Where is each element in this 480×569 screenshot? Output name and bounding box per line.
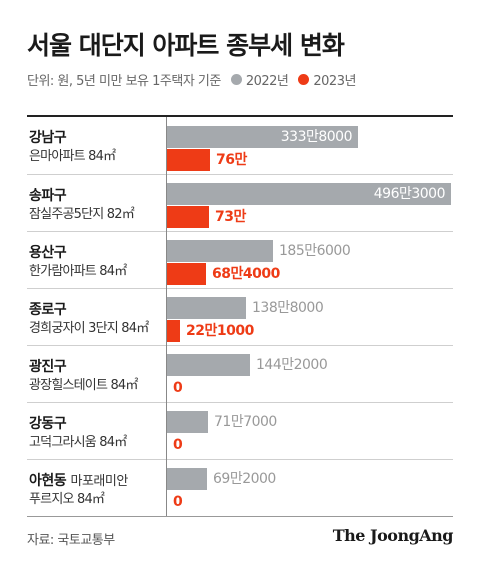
chart-top-rule [27,115,453,117]
unit-note: 단위: 원, 5년 미만 보유 1주택자 기준 [27,74,221,89]
bar-value-label: 185만6000 [279,243,351,259]
legend-swatch-2022 [230,74,242,85]
bar-value-label: 73만 [215,209,246,225]
category-district-label: 강남구 [29,130,67,146]
bar-value-label: 76만 [216,152,247,168]
category-apartment-label: 광장힐스테이트 84㎡ [29,378,138,393]
bar-value-label: 496만3000 [373,186,446,202]
bar-value-label: 0 [173,380,183,396]
category-district-label: 아현동 마포래미안 [29,473,129,489]
bar-red-2023년 [167,149,210,171]
bar-gray-2022년 [167,297,246,319]
legend-label-2023: 2023년 [313,74,356,89]
category-district-label: 광진구 [29,359,67,375]
category-district-label: 용산구 [29,245,67,261]
bar-gray-2022년 [167,411,208,433]
category-apartment-label-part: 마포래미안 [70,474,129,489]
bar-value-label: 22만1000 [186,323,254,339]
category-apartment-label: 은마아파트 84㎡ [29,149,116,164]
bar-gray-2022년 [167,468,207,490]
bar-red-2023년 [167,263,206,285]
source-note: 자료: 국토교통부 [27,533,115,548]
legend-label-2022: 2022년 [245,74,289,89]
bar-value-label: 71만7000 [214,414,277,430]
category-apartment-label: 고덕그라시움 84㎡ [29,435,127,450]
category-district-label: 송파구 [29,188,67,204]
chart-subtitle: 단위: 원, 5년 미만 보유 1주택자 기준 2022년 2023년 [27,70,356,89]
bar-gray-2022년 [167,126,358,148]
category-apartment-label: 푸르지오 84㎡ [29,492,105,507]
chart-bottom-rule [27,516,453,517]
bar-value-label: 138만8000 [252,300,324,316]
bar-value-label: 0 [173,437,183,453]
publisher-logo: The JoongAng [332,526,454,545]
bar-gray-2022년 [167,240,273,262]
bar-value-label: 333만8000 [280,129,353,145]
bar-value-label: 144만2000 [256,357,328,373]
bar-gray-2022년 [167,354,250,376]
bar-red-2023년 [167,320,180,342]
legend-swatch-2023 [298,74,310,85]
bar-value-label: 69만2000 [213,471,276,487]
category-district-label: 종로구 [29,302,67,318]
category-apartment-label: 잠실주공5단지 82㎡ [29,207,135,222]
chart-baseline [166,117,167,516]
category-district-label: 강동구 [29,416,67,432]
category-apartment-label: 경희궁자이 3단지 84㎡ [29,321,149,336]
category-apartment-label: 한가람아파트 84㎡ [29,264,127,279]
bar-value-label: 0 [173,494,183,510]
bar-value-label: 68만4000 [212,266,280,282]
bar-red-2023년 [167,206,209,228]
bar-gray-2022년 [167,183,451,205]
chart-title: 서울 대단지 아파트 종부세 변화 [27,31,345,60]
